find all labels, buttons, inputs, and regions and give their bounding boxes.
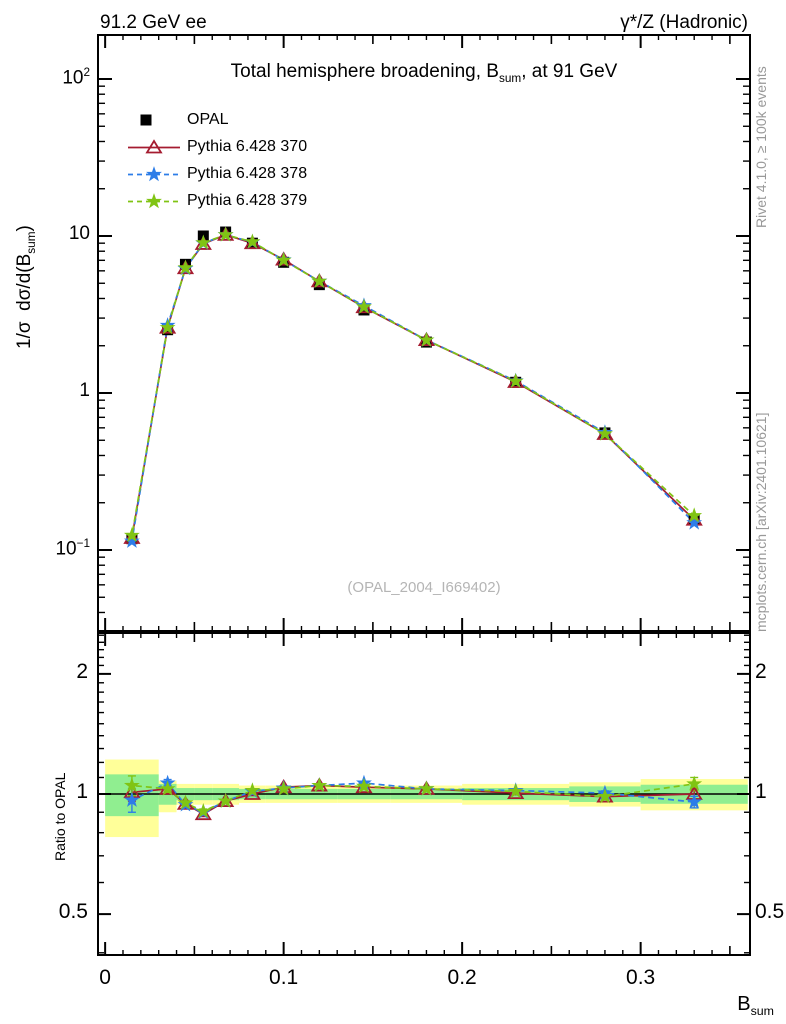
main-marker-series2	[177, 259, 194, 275]
main-marker-series2	[686, 507, 703, 523]
main-y-tick-label: 10	[68, 223, 90, 244]
ratio-marker-series2	[159, 780, 176, 796]
legend-marker-0	[145, 139, 163, 154]
x-tick-label: 0.2	[447, 966, 477, 989]
ratio-marker-series2	[597, 788, 613, 804]
ratio-marker-series0	[194, 805, 212, 821]
ratio-marker-series2	[507, 783, 524, 799]
main-marker-series2	[311, 272, 328, 289]
legend-379-text: Pythia 6.428 379	[187, 192, 308, 209]
legend-370-text: Pythia 6.428 370	[187, 138, 308, 155]
legend-label-pythia-379: Pythia 6.428 379	[187, 192, 307, 210]
ratio-y-tick-label-left: 0.5	[58, 900, 88, 924]
legend-marker-2	[146, 193, 162, 209]
main-y-tick-label: 10−1	[55, 537, 90, 560]
title-pre: Total hemisphere broadening, B	[230, 61, 499, 82]
watermark-text: (OPAL_2004_I669402)	[347, 579, 501, 596]
ratio-marker-series2	[686, 775, 703, 791]
ratio-marker-series2	[311, 777, 328, 793]
ratio-marker-series2	[356, 778, 372, 794]
mcplots-credit-text: mcplots.cern.ch [arXiv:2401.10621]	[753, 413, 769, 632]
ratio-y-tick-label-left: 1	[76, 780, 88, 803]
x-tick-label: 0.3	[626, 966, 656, 989]
watermark: (OPAL_2004_I669402)	[98, 579, 750, 596]
opal-marker	[313, 279, 325, 291]
ratio-marker-series2	[244, 782, 261, 798]
legend-label-pythia-370: Pythia 6.428 370	[187, 138, 307, 156]
ratio-marker-series2	[123, 777, 140, 793]
main-marker-series1	[123, 532, 140, 548]
main-frame	[97, 34, 751, 632]
page-title: Total hemisphere broadening, Bsum, at 91…	[98, 61, 750, 85]
main-marker-series2	[195, 234, 212, 250]
ratio-y-tick-label-right: 2	[755, 659, 767, 683]
ratio-marker-series2	[195, 802, 212, 819]
legend-marker-1	[146, 166, 162, 182]
legend-label-opal: OPAL	[187, 111, 229, 129]
ratio-marker-series1	[686, 793, 703, 809]
header-process: γ*/Z (Hadronic)	[620, 12, 748, 34]
x-tick-label: 0	[99, 966, 111, 989]
rivet-text: Rivet 4.1.0, ≥ 100k events	[753, 66, 769, 228]
ratio-y-tick-label-right: 0.5	[755, 900, 785, 924]
ylabel-pre: 1/σ dσ/d(B	[14, 253, 35, 349]
main-marker-series2	[418, 331, 435, 347]
main-marker-series1	[686, 514, 703, 530]
main-marker-series2	[217, 226, 234, 242]
main-marker-series2	[244, 233, 261, 249]
header-energy: 91.2 GeV ee	[100, 12, 207, 34]
main-y-tick-label: 102	[62, 66, 90, 89]
main-marker-series2	[123, 527, 140, 543]
header-process-text: γ*/Z (Hadronic)	[620, 12, 748, 33]
ratio-marker-series2	[418, 780, 435, 796]
ratio-y-tick-label-left: 2	[76, 659, 88, 683]
title-sub: sum	[498, 71, 522, 85]
legend-opal-text: OPAL	[187, 111, 229, 128]
x-tick-label: 0.1	[269, 966, 299, 989]
ratio-marker-series1	[123, 791, 140, 807]
ratio-marker-series2	[275, 780, 292, 796]
legend-opal-marker	[140, 114, 152, 126]
xlabel-pre: B	[737, 993, 751, 1015]
header-energy-text: 91.2 GeV ee	[100, 12, 207, 33]
main-marker-series2	[356, 298, 372, 314]
main-line-0	[131, 233, 695, 539]
main-marker-series2	[507, 372, 524, 389]
main-y-tick-label: 1	[79, 380, 90, 401]
ratio-marker-series0	[507, 784, 525, 800]
ratio-marker-series2	[177, 794, 194, 810]
xlabel-sub: sum	[750, 1004, 774, 1018]
title-post: , at 91 GeV	[521, 61, 618, 82]
main-line-2	[131, 233, 695, 536]
ratio-y-tick-label-right: 1	[755, 780, 767, 803]
legend-label-pythia-378: Pythia 6.428 378	[187, 165, 307, 183]
main-line-1	[131, 233, 695, 542]
x-axis-label: Bsum	[737, 993, 774, 1018]
main-marker-series2	[275, 251, 292, 268]
main-marker-series2	[597, 425, 613, 441]
legend-378-text: Pythia 6.428 378	[187, 165, 308, 182]
rivet-version-text: Rivet 4.1.0, ≥ 100k events	[753, 66, 769, 228]
mcplots-text: mcplots.cern.ch [arXiv:2401.10621]	[753, 412, 769, 632]
ratio-marker-series2	[217, 792, 234, 808]
main-marker-series2	[159, 319, 176, 335]
